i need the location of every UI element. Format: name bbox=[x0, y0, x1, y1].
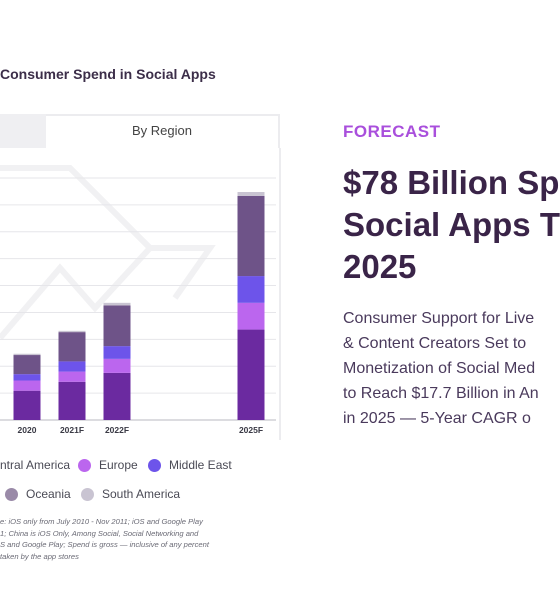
legend-swatch bbox=[81, 487, 94, 501]
bar-segment-south-america bbox=[237, 192, 265, 196]
legend-label: Middle East bbox=[169, 458, 232, 472]
bar-segment-asia bbox=[237, 195, 265, 277]
bar-segment-middle-east bbox=[237, 276, 265, 303]
tab-overall[interactable] bbox=[0, 114, 46, 148]
legend-swatch bbox=[148, 458, 161, 472]
legend-label: Oceania bbox=[26, 487, 71, 501]
eyebrow-label: FORECAST bbox=[343, 122, 441, 141]
legend-swatch bbox=[78, 458, 91, 472]
x-axis-labels: 2020 2021F 2022F 2025F bbox=[18, 425, 264, 435]
bar-segment-south-america bbox=[103, 302, 131, 306]
bar-segment-asia bbox=[13, 355, 41, 375]
chart-legend: ntral America Europe Middle East Oceania… bbox=[0, 452, 290, 512]
bar-segment-europe bbox=[58, 371, 86, 382]
footnote-line: e: iOS only from July 2010 - Nov 2011; i… bbox=[0, 517, 203, 526]
footnote-line: 1; China is iOS Only, Among Social, Soci… bbox=[0, 528, 199, 538]
watermark-shape bbox=[0, 165, 155, 340]
footnote-line: taken by the app stores bbox=[0, 551, 79, 561]
watermark-shape bbox=[150, 245, 216, 300]
bar-segment-north-america bbox=[58, 381, 86, 420]
legend-item-south-america: South America bbox=[81, 487, 180, 501]
legend-label: Europe bbox=[99, 458, 138, 472]
chart-grid bbox=[0, 177, 276, 421]
legend-item-europe: Europe bbox=[78, 458, 138, 472]
chart-bars bbox=[13, 192, 265, 420]
bar-segment-south-america bbox=[13, 353, 41, 356]
bar-segment-south-america bbox=[58, 330, 86, 333]
body-line: to Reach $17.7 Billion in An bbox=[343, 385, 539, 402]
headline-line: Social Apps T bbox=[343, 206, 560, 243]
body-line: Consumer Support for Live bbox=[343, 310, 535, 327]
body-line: in 2025 — 5-Year CAGR o bbox=[343, 410, 531, 427]
chart-footnote: e: iOS only from July 2010 - Nov 2011; i… bbox=[0, 516, 232, 562]
x-tick-label: 2025F bbox=[239, 425, 263, 435]
bar-segment-middle-east bbox=[13, 374, 41, 381]
bar-segment-middle-east bbox=[58, 361, 86, 372]
headline-line: 2025 bbox=[343, 248, 417, 285]
legend-label: ntral America bbox=[0, 458, 71, 472]
bar-segment-asia bbox=[58, 332, 86, 362]
headline: $78 Billion Sp Social Apps T 2025 bbox=[343, 162, 560, 288]
body-text: Consumer Support for Live & Content Crea… bbox=[343, 306, 560, 431]
x-tick-label: 2022F bbox=[105, 425, 129, 435]
body-line: Monetization of Social Med bbox=[343, 360, 536, 377]
bar-segment-europe bbox=[237, 302, 265, 330]
legend-item-oceania: Oceania bbox=[5, 487, 71, 501]
bar-segment-europe bbox=[103, 358, 131, 373]
bar-segment-north-america bbox=[13, 390, 41, 420]
body-line: & Content Creators Set to bbox=[343, 335, 527, 352]
legend-item-middle-east: Middle East bbox=[148, 458, 232, 472]
bar-segment-north-america bbox=[103, 372, 131, 420]
bar-segment-europe bbox=[13, 380, 41, 391]
bar-segment-north-america bbox=[237, 329, 265, 420]
headline-line: $78 Billion Sp bbox=[343, 164, 560, 201]
x-tick-label: 2020 bbox=[18, 425, 37, 435]
x-tick-label: 2021F bbox=[60, 425, 84, 435]
legend-label: South America bbox=[102, 487, 181, 501]
footnote-line: S and Google Play; Spend is gross — incl… bbox=[0, 540, 209, 549]
forecast-panel: FORECAST $78 Billion Sp Social Apps T 20… bbox=[343, 122, 560, 452]
bar-segment-middle-east bbox=[103, 346, 131, 359]
legend-swatch bbox=[5, 487, 18, 501]
bar-segment-asia bbox=[103, 305, 131, 347]
logo-watermark bbox=[0, 165, 216, 340]
chart-tab-bar: By Region bbox=[0, 114, 280, 148]
stacked-bar-chart: 2020 2021F 2022F 2025F bbox=[0, 165, 276, 435]
tab-by-region[interactable]: By Region bbox=[46, 114, 280, 148]
chart-panel: 2020 2021F 2022F 2025F bbox=[0, 148, 281, 440]
legend-item-central-america: ntral America bbox=[0, 458, 70, 472]
chart-title: Consumer Spend in Social Apps bbox=[0, 66, 216, 82]
